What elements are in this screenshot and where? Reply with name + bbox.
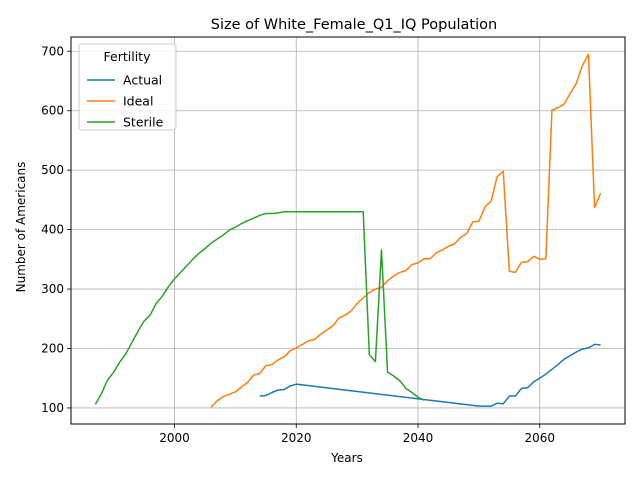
legend-label-ideal: Ideal	[123, 94, 153, 109]
y-tick-label: 400	[41, 223, 64, 237]
legend: Fertility Actual Ideal Sterile	[78, 43, 177, 131]
y-tick-label: 100	[41, 401, 64, 415]
y-tick-label: 500	[41, 163, 64, 177]
y-tick-label: 300	[41, 282, 64, 296]
axis-ticks: 2000 2020 2040 2060 100 200 300 400 500 600 700	[41, 44, 555, 445]
legend-label-sterile: Sterile	[123, 115, 164, 130]
plot-area-frame	[70, 36, 626, 425]
y-tick-label: 200	[41, 342, 64, 356]
x-tick-label: 2020	[281, 431, 312, 445]
gridlines	[71, 37, 625, 424]
x-tick-label: 2040	[403, 431, 434, 445]
series-line-ideal	[210, 53, 602, 408]
series-lines	[94, 53, 602, 408]
x-tick-label: 2000	[159, 431, 190, 445]
chart-title: Size of White_Female_Q1_IQ Population	[211, 17, 497, 33]
series-line-sterile	[94, 211, 425, 405]
legend-title: Fertility	[104, 49, 152, 64]
legend-label-actual: Actual	[123, 73, 162, 88]
x-axis-label: Years	[330, 451, 363, 465]
series-line-actual	[259, 343, 601, 407]
y-tick-label: 600	[41, 104, 64, 118]
y-tick-label: 700	[41, 44, 64, 58]
x-tick-label: 2060	[524, 431, 555, 445]
y-axis-label: Number of Americans	[14, 162, 28, 293]
legend-box	[78, 43, 177, 131]
